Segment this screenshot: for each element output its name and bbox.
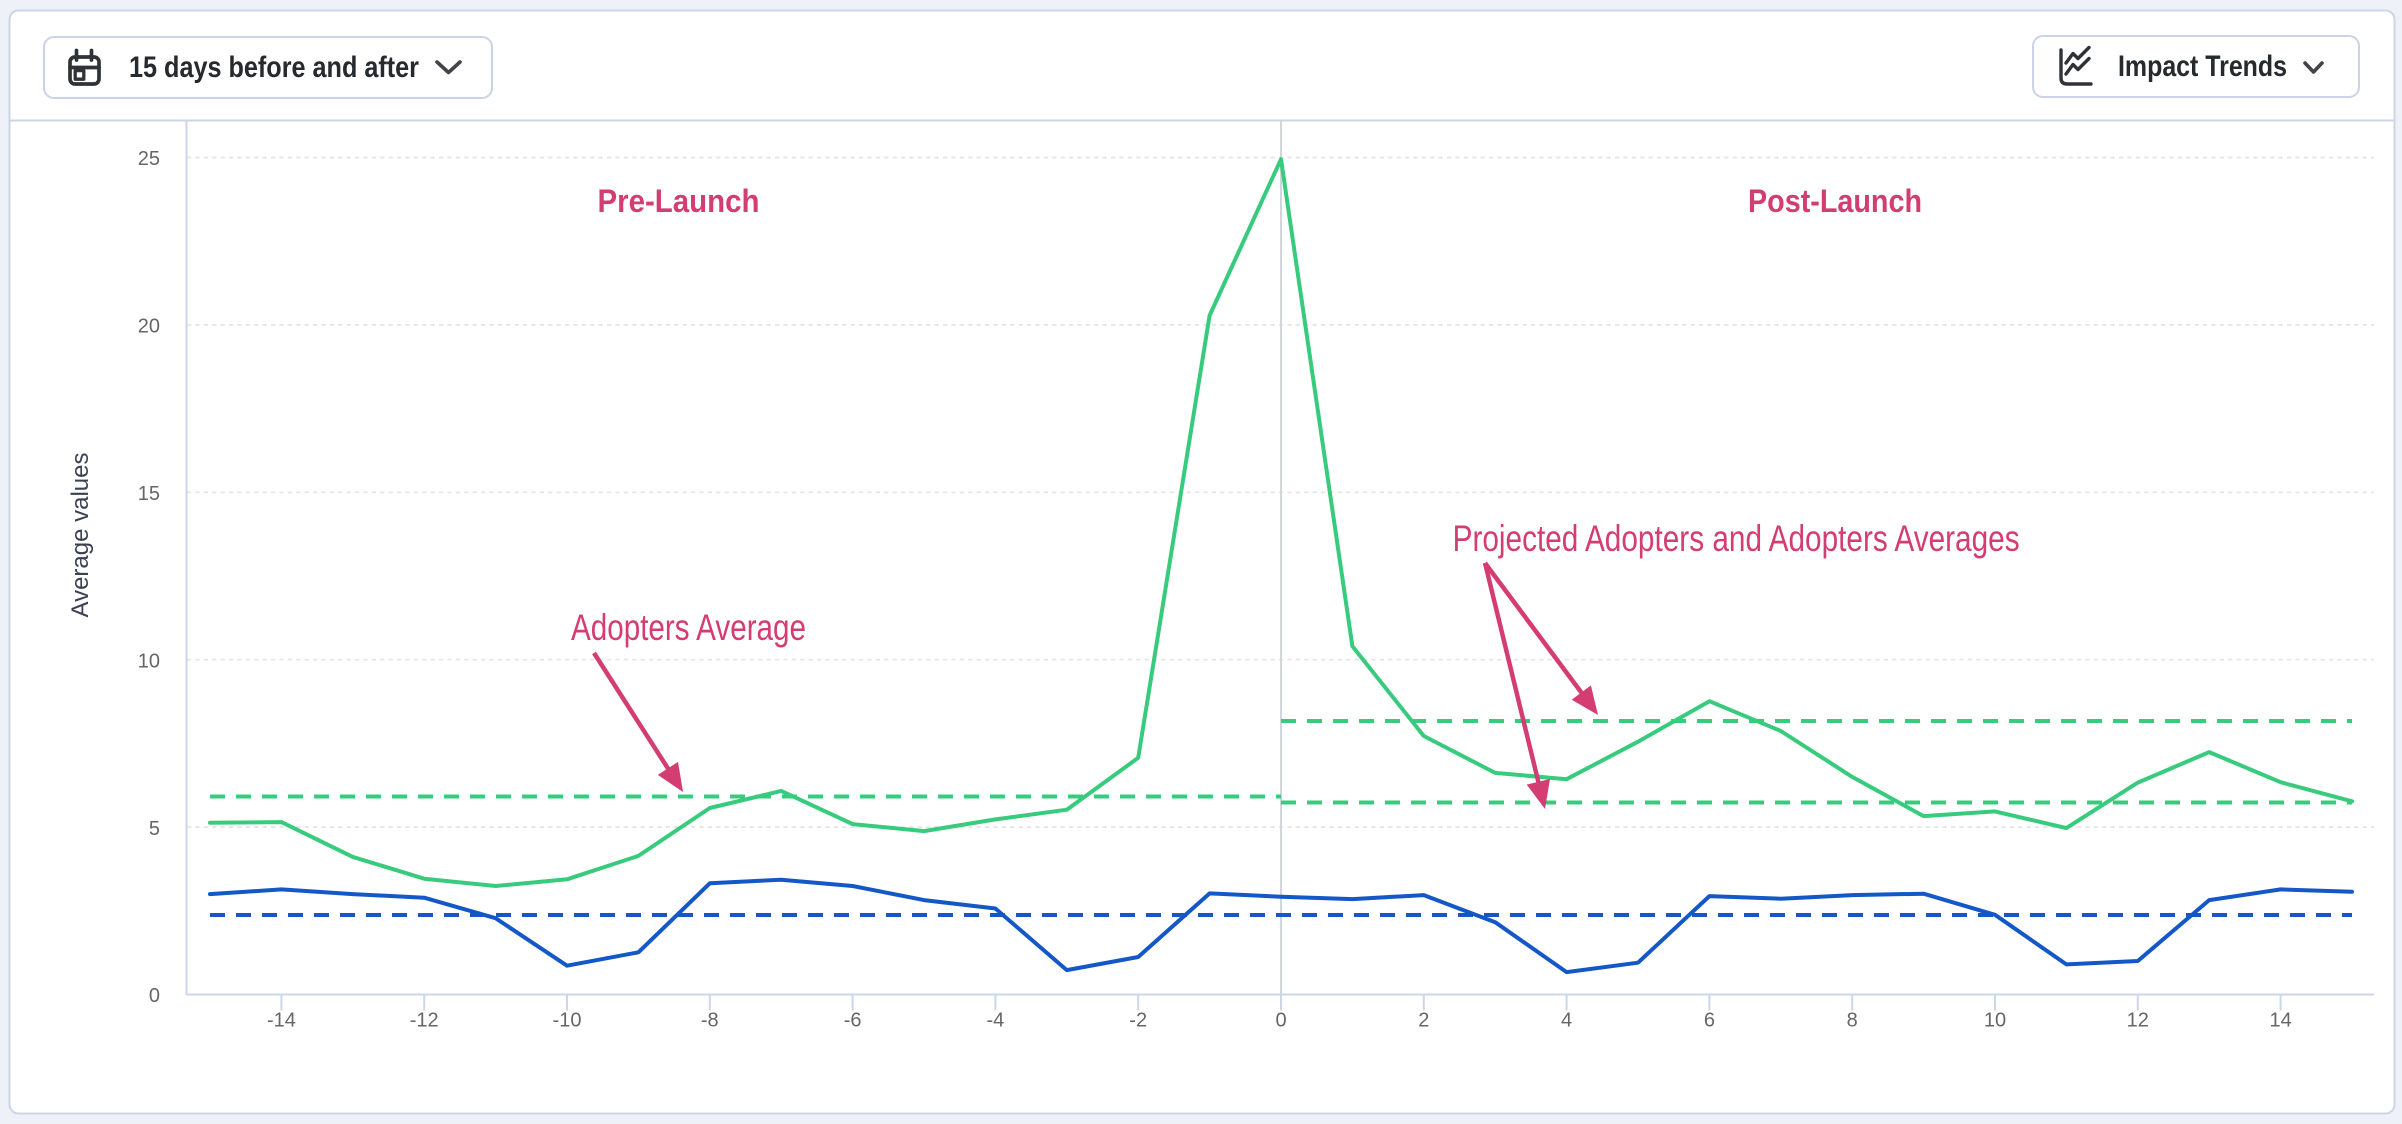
svg-text:0: 0	[1275, 1010, 1286, 1032]
svg-text:-6: -6	[844, 1010, 862, 1032]
svg-text:6: 6	[1704, 1010, 1715, 1032]
svg-text:8: 8	[1847, 1010, 1858, 1032]
svg-text:4: 4	[1561, 1010, 1572, 1032]
svg-text:15: 15	[138, 483, 160, 505]
svg-text:-10: -10	[553, 1010, 582, 1032]
svg-text:Impact Trends: Impact Trends	[2118, 50, 2287, 83]
svg-text:20: 20	[138, 316, 160, 338]
svg-text:Average values: Average values	[67, 453, 94, 618]
svg-text:Pre-Launch: Pre-Launch	[598, 183, 760, 219]
svg-text:0: 0	[149, 985, 160, 1007]
svg-text:25: 25	[138, 148, 160, 170]
svg-text:10: 10	[138, 650, 160, 672]
svg-text:5: 5	[149, 818, 160, 840]
svg-text:-12: -12	[410, 1010, 439, 1032]
svg-text:-14: -14	[267, 1010, 296, 1032]
svg-text:-2: -2	[1129, 1010, 1147, 1032]
svg-text:15 days before and after: 15 days before and after	[129, 51, 419, 84]
svg-text:14: 14	[2269, 1010, 2291, 1032]
svg-text:2: 2	[1418, 1010, 1429, 1032]
svg-text:Projected Adopters and Adopter: Projected Adopters and Adopters Averages	[1453, 518, 2020, 559]
svg-text:-8: -8	[701, 1010, 719, 1032]
svg-text:10: 10	[1984, 1010, 2006, 1032]
svg-text:Adopters Average: Adopters Average	[571, 607, 806, 648]
svg-text:-4: -4	[987, 1010, 1005, 1032]
svg-text:Post-Launch: Post-Launch	[1748, 183, 1922, 219]
svg-text:12: 12	[2127, 1010, 2149, 1032]
